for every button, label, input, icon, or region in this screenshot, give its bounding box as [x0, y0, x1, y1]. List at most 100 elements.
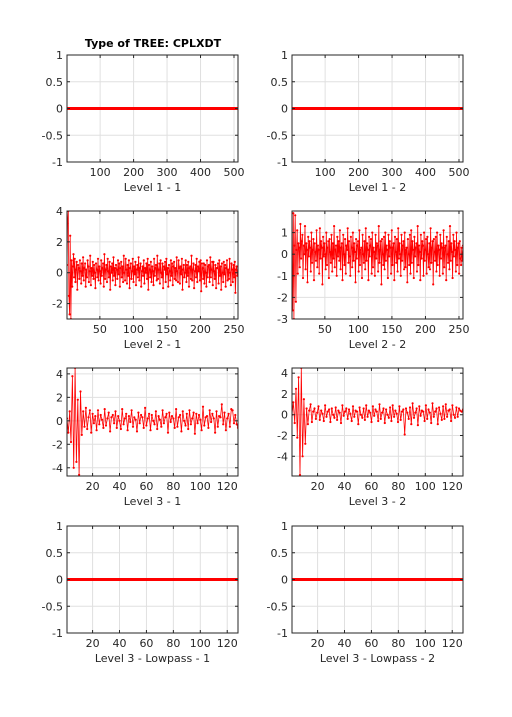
x-tick-label: 50 — [93, 323, 107, 336]
data-point — [183, 276, 186, 279]
data-point — [199, 259, 202, 262]
y-tick-label: 0 — [56, 103, 63, 116]
data-point — [456, 246, 459, 249]
data-point — [452, 413, 455, 416]
data-point — [157, 268, 160, 271]
data-point — [154, 267, 157, 270]
y-tick-label: -2 — [52, 298, 63, 311]
data-point — [455, 406, 458, 409]
data-point — [443, 246, 446, 249]
data-point — [156, 254, 159, 257]
data-point — [321, 412, 324, 415]
data-point — [176, 280, 180, 284]
data-point — [169, 279, 172, 282]
data-point — [88, 409, 91, 412]
data-point — [346, 248, 349, 251]
data-point — [99, 282, 102, 285]
data-point — [306, 281, 309, 284]
data-point — [339, 421, 343, 425]
data-point — [302, 244, 305, 247]
x-tick-label: 100 — [123, 323, 144, 336]
data-point — [382, 235, 386, 238]
data-point — [336, 235, 339, 238]
data-point — [347, 408, 351, 411]
data-point — [439, 233, 442, 236]
data-point — [393, 279, 396, 282]
data-point — [209, 256, 212, 259]
data-point — [446, 253, 449, 256]
data-point — [178, 282, 181, 285]
data-point — [417, 244, 421, 247]
data-point — [407, 253, 410, 256]
data-point — [89, 254, 92, 257]
data-point — [138, 267, 141, 270]
data-point — [430, 421, 433, 425]
y-tick-label: -1 — [52, 156, 63, 169]
data-point — [201, 405, 205, 408]
data-point — [169, 259, 172, 262]
data-point — [372, 246, 375, 249]
data-point — [349, 235, 352, 238]
data-point — [115, 426, 118, 429]
y-tick-label: -1 — [277, 156, 288, 169]
data-point — [153, 423, 156, 426]
data-point — [364, 227, 367, 230]
data-point — [193, 287, 196, 290]
data-point — [355, 410, 359, 413]
data-point — [334, 248, 337, 251]
data-point — [301, 276, 305, 280]
data-point — [168, 270, 171, 273]
data-point — [369, 411, 372, 414]
data-point — [191, 417, 194, 420]
data-point — [202, 262, 205, 265]
y-tick-label: 4 — [56, 205, 63, 218]
data-point — [399, 418, 402, 421]
data-point — [358, 406, 361, 409]
y-tick-label: 0 — [56, 267, 63, 280]
data-point — [100, 259, 103, 262]
data-point — [362, 253, 365, 256]
y-tick-label: 0 — [281, 409, 288, 422]
x-tick-label: 250 — [223, 323, 244, 336]
data-point — [79, 270, 82, 273]
data-point — [176, 270, 179, 273]
data-point — [96, 257, 100, 260]
y-tick-label: 4 — [56, 368, 63, 381]
y-tick-label: 4 — [281, 367, 288, 380]
data-point — [435, 407, 438, 410]
data-point — [421, 240, 424, 243]
data-point — [298, 473, 302, 476]
data-point — [345, 244, 348, 247]
data-point — [162, 265, 165, 268]
data-point — [444, 403, 447, 406]
data-point — [91, 274, 94, 277]
data-point — [147, 263, 151, 267]
data-point — [121, 408, 124, 411]
data-point — [318, 418, 321, 421]
data-point — [387, 233, 390, 236]
data-point — [295, 248, 298, 251]
data-point — [197, 413, 201, 417]
x-tick-label: 100 — [190, 480, 211, 493]
data-point — [354, 281, 357, 284]
data-point — [336, 255, 340, 258]
data-point — [208, 280, 211, 284]
data-point — [387, 416, 390, 419]
data-point — [411, 402, 414, 405]
data-point — [96, 409, 100, 412]
data-point — [450, 242, 453, 245]
data-point — [373, 414, 376, 417]
data-point — [168, 411, 171, 414]
y-tick-label: 0 — [281, 248, 288, 261]
data-point — [76, 288, 79, 291]
data-point — [86, 259, 89, 262]
data-point — [127, 274, 130, 277]
data-point — [384, 259, 387, 262]
data-point — [180, 257, 183, 260]
data-point — [180, 430, 183, 433]
data-point — [294, 387, 298, 390]
data-point — [458, 272, 461, 275]
data-point — [327, 276, 330, 280]
data-point — [293, 244, 296, 247]
data-point — [151, 265, 154, 268]
